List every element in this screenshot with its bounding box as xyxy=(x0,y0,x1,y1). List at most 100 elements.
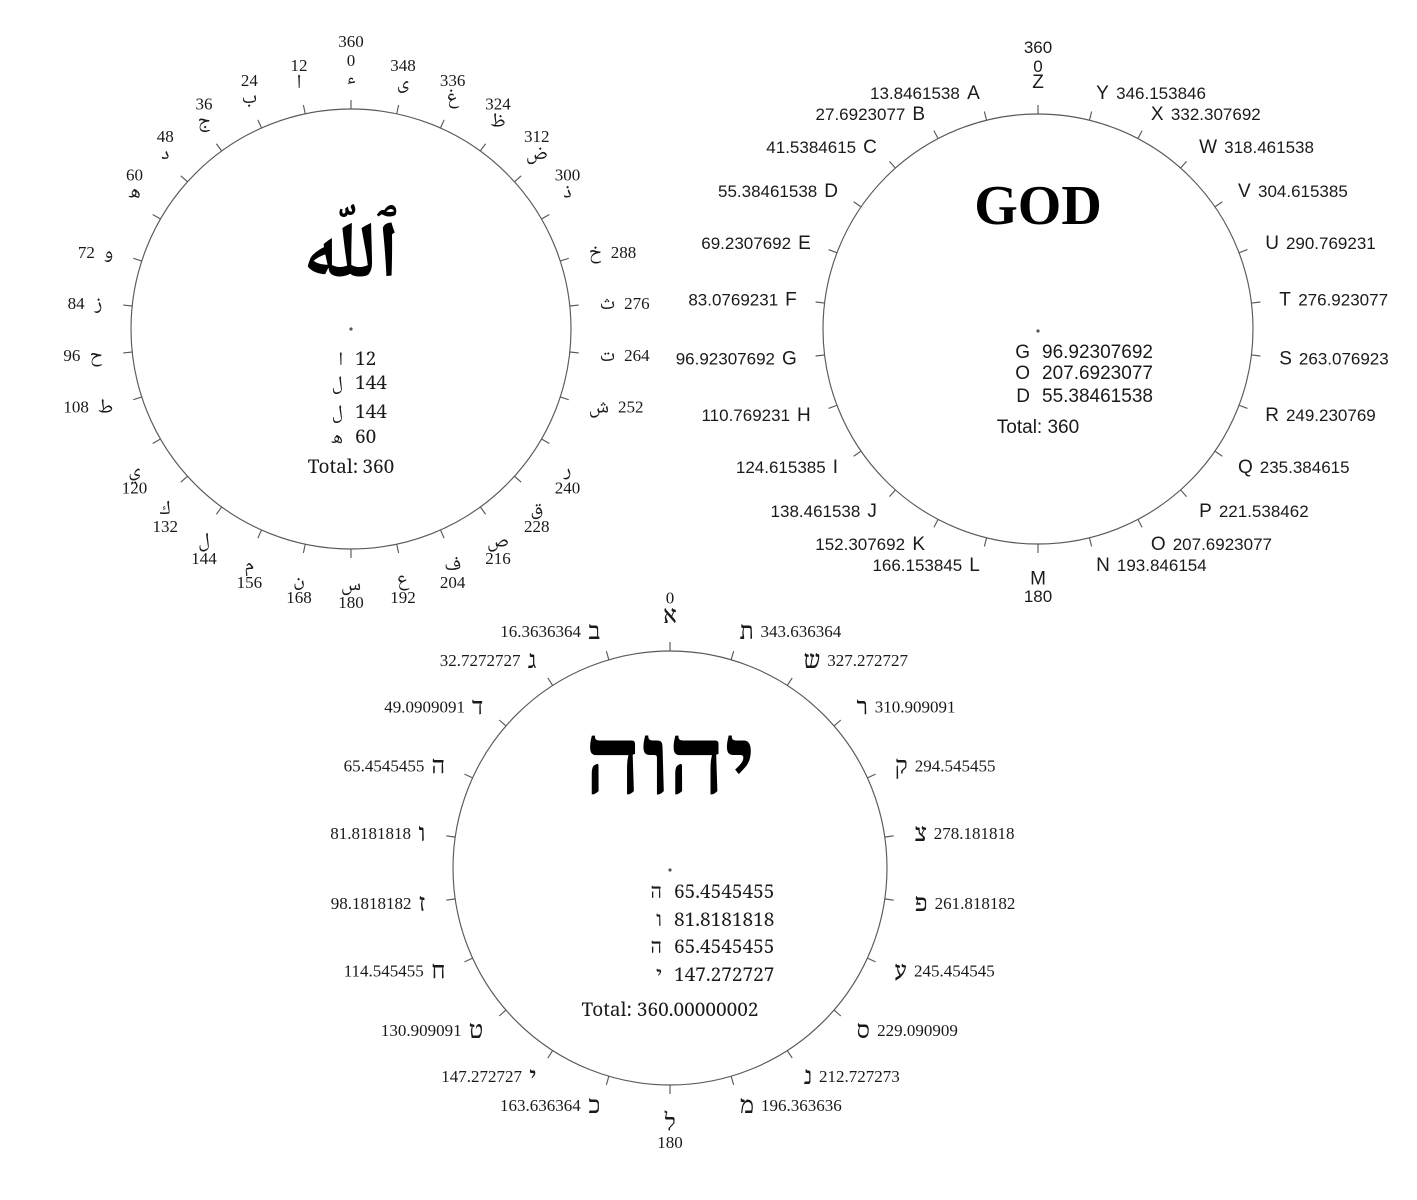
svg-text:ط: ط xyxy=(98,391,113,425)
svg-text:Total: 360: Total: 360 xyxy=(308,454,394,486)
svg-text:D: D xyxy=(1016,386,1030,407)
svg-text:27.6923077: 27.6923077 xyxy=(816,105,906,124)
svg-text:ג: ג xyxy=(528,647,537,675)
svg-text:360: 360 xyxy=(338,32,364,51)
svg-text:ח: ח xyxy=(431,958,446,986)
svg-text:96.92307692: 96.92307692 xyxy=(676,349,775,368)
svg-text:41.5384615: 41.5384615 xyxy=(766,138,856,157)
svg-text:יהוה: יהוה xyxy=(586,714,755,821)
svg-text:Total: 360: Total: 360 xyxy=(997,417,1079,438)
svg-text:310.909091: 310.909091 xyxy=(875,697,956,716)
svg-text:168: 168 xyxy=(286,588,312,607)
svg-text:96.92307692: 96.92307692 xyxy=(1042,342,1153,363)
svg-text:GOD: GOD xyxy=(974,175,1102,237)
svg-text:49.0909091: 49.0909091 xyxy=(384,697,465,716)
svg-text:ר: ר xyxy=(857,693,868,721)
svg-text:324: 324 xyxy=(485,95,511,114)
svg-text:ل: ل xyxy=(332,370,343,402)
svg-text:156: 156 xyxy=(237,573,263,592)
svg-text:ה: ה xyxy=(651,936,663,959)
svg-text:83.0769231: 83.0769231 xyxy=(688,291,778,310)
svg-text:ه: ه xyxy=(331,424,343,456)
svg-text:ت: ت xyxy=(600,340,615,374)
svg-text:180: 180 xyxy=(657,1133,683,1152)
svg-text:ת: ת xyxy=(740,618,754,646)
svg-text:ح: ح xyxy=(90,340,103,374)
svg-text:147.272727: 147.272727 xyxy=(441,1067,522,1086)
svg-text:144: 144 xyxy=(355,370,387,402)
svg-text:ו: ו xyxy=(418,820,426,848)
svg-text:304.615385: 304.615385 xyxy=(1258,182,1348,201)
svg-text:130.909091: 130.909091 xyxy=(381,1021,462,1040)
svg-text:249.230769: 249.230769 xyxy=(1286,406,1376,425)
svg-text:B: B xyxy=(912,104,925,125)
svg-text:152.307692: 152.307692 xyxy=(815,535,905,554)
svg-text:י: י xyxy=(656,964,662,987)
svg-text:276.923077: 276.923077 xyxy=(1298,291,1388,310)
svg-text:Q: Q xyxy=(1238,457,1253,478)
svg-text:290.769231: 290.769231 xyxy=(1286,234,1376,253)
svg-text:כ: כ xyxy=(588,1092,601,1120)
svg-text:13.8461538: 13.8461538 xyxy=(870,84,960,103)
svg-text:144: 144 xyxy=(191,549,217,568)
svg-text:72: 72 xyxy=(78,243,95,262)
svg-text:0: 0 xyxy=(666,588,675,607)
svg-text:ס: ס xyxy=(857,1017,870,1045)
svg-text:332.307692: 332.307692 xyxy=(1171,105,1261,124)
svg-text:ד: ד xyxy=(472,693,483,721)
svg-text:G: G xyxy=(782,348,797,369)
svg-text:ز: ز xyxy=(94,288,103,322)
svg-text:81.8181818: 81.8181818 xyxy=(330,824,411,843)
svg-text:S: S xyxy=(1279,348,1292,369)
svg-text:193.846154: 193.846154 xyxy=(1117,556,1207,575)
svg-text:312: 312 xyxy=(524,127,550,146)
svg-text:ע: ע xyxy=(895,958,907,986)
svg-text:I: I xyxy=(833,457,838,478)
svg-text:24: 24 xyxy=(241,71,259,90)
svg-text:138.461538: 138.461538 xyxy=(771,502,861,521)
svg-text:N: N xyxy=(1096,555,1110,576)
svg-text:L: L xyxy=(969,555,980,576)
svg-text:T: T xyxy=(1279,290,1291,311)
svg-text:G: G xyxy=(1015,342,1030,363)
svg-text:346.153846: 346.153846 xyxy=(1116,84,1206,103)
svg-text:W: W xyxy=(1199,137,1217,158)
svg-text:خ: خ xyxy=(589,237,602,271)
svg-text:פ: פ xyxy=(914,890,927,918)
svg-text:207.6923077: 207.6923077 xyxy=(1173,535,1272,554)
svg-text:221.538462: 221.538462 xyxy=(1219,502,1309,521)
svg-text:204: 204 xyxy=(440,573,466,592)
svg-text:و: و xyxy=(104,237,113,271)
svg-text:ش: ش xyxy=(589,391,609,425)
svg-text:ה: ה xyxy=(431,752,445,780)
svg-text:16.3636364: 16.3636364 xyxy=(500,622,581,641)
svg-text:240: 240 xyxy=(555,478,581,497)
svg-text:124.615385: 124.615385 xyxy=(736,458,826,477)
svg-text:ٱللّه: ٱللّه xyxy=(303,191,400,328)
svg-text:48: 48 xyxy=(157,127,174,146)
svg-text:180: 180 xyxy=(1024,587,1052,606)
svg-text:D: D xyxy=(824,181,838,202)
svg-text:318.461538: 318.461538 xyxy=(1224,138,1314,157)
svg-text:252: 252 xyxy=(618,397,644,416)
svg-text:V: V xyxy=(1238,181,1251,202)
svg-text:F: F xyxy=(785,290,797,311)
svg-text:ו: ו xyxy=(656,909,662,932)
svg-text:C: C xyxy=(863,137,877,158)
svg-text:235.384615: 235.384615 xyxy=(1260,458,1350,477)
svg-text:263.076923: 263.076923 xyxy=(1299,349,1389,368)
svg-text:212.727273: 212.727273 xyxy=(819,1067,900,1086)
svg-text:H: H xyxy=(797,405,811,426)
svg-text:55.38461538: 55.38461538 xyxy=(1042,386,1153,407)
svg-text:343.636364: 343.636364 xyxy=(761,622,842,641)
svg-text:65.4545455: 65.4545455 xyxy=(674,936,774,959)
svg-text:229.090909: 229.090909 xyxy=(877,1021,958,1040)
svg-text:ש: ש xyxy=(804,647,821,675)
svg-text:336: 336 xyxy=(440,71,466,90)
svg-text:261.818182: 261.818182 xyxy=(935,894,1016,913)
svg-text:O: O xyxy=(1015,363,1030,384)
svg-text:180: 180 xyxy=(338,593,364,612)
svg-text:ק: ק xyxy=(895,752,908,780)
svg-text:U: U xyxy=(1265,233,1279,254)
svg-text:E: E xyxy=(798,233,811,254)
